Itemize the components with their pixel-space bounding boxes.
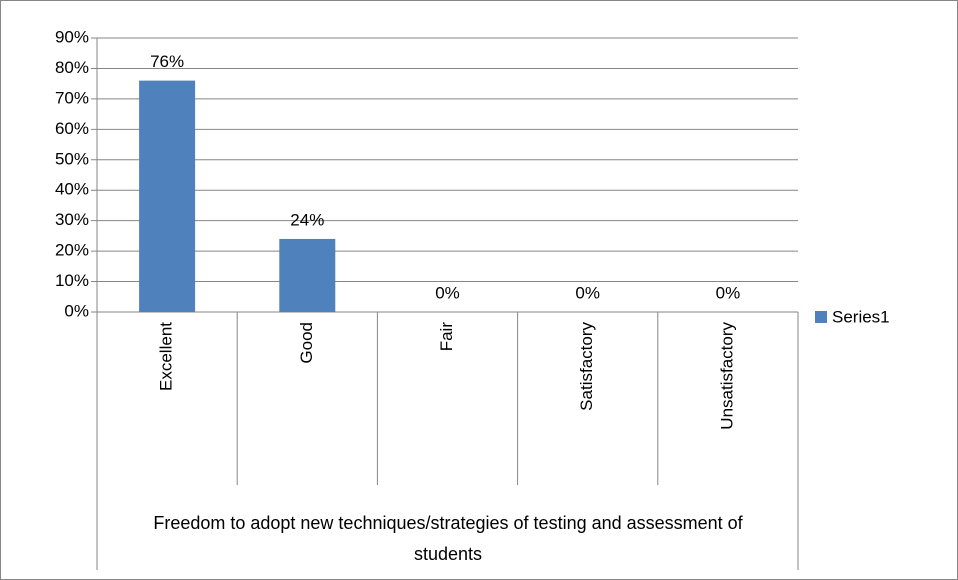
x-tick-label: Satisfactory xyxy=(577,322,596,411)
y-tick-label: 40% xyxy=(55,180,89,199)
x-tick-label: Excellent xyxy=(157,322,176,391)
legend-label: Series1 xyxy=(832,307,890,326)
bar xyxy=(279,238,336,312)
data-label: 0% xyxy=(435,283,460,302)
y-tick-label: 60% xyxy=(55,119,89,138)
y-tick-label: 0% xyxy=(64,301,89,320)
x-tick-label: Unsatisfactory xyxy=(717,322,736,430)
y-tick-label: 80% xyxy=(55,58,89,77)
y-tick-label: 50% xyxy=(55,149,89,168)
y-tick-label: 90% xyxy=(55,27,89,46)
data-label: 0% xyxy=(575,283,600,302)
y-tick-label: 20% xyxy=(55,241,89,260)
data-label: 24% xyxy=(290,210,324,229)
x-tick-label: Good xyxy=(297,322,316,364)
legend-swatch xyxy=(815,311,827,323)
data-label: 76% xyxy=(150,52,184,71)
y-tick-label: 30% xyxy=(55,210,89,229)
x-tick-label: Fair xyxy=(437,322,456,352)
x-axis-label: Freedom to adopt new techniques/strategi… xyxy=(153,513,743,564)
bar xyxy=(139,80,196,312)
y-tick-label: 10% xyxy=(55,271,89,290)
data-label: 0% xyxy=(716,283,741,302)
y-tick-label: 70% xyxy=(55,88,89,107)
